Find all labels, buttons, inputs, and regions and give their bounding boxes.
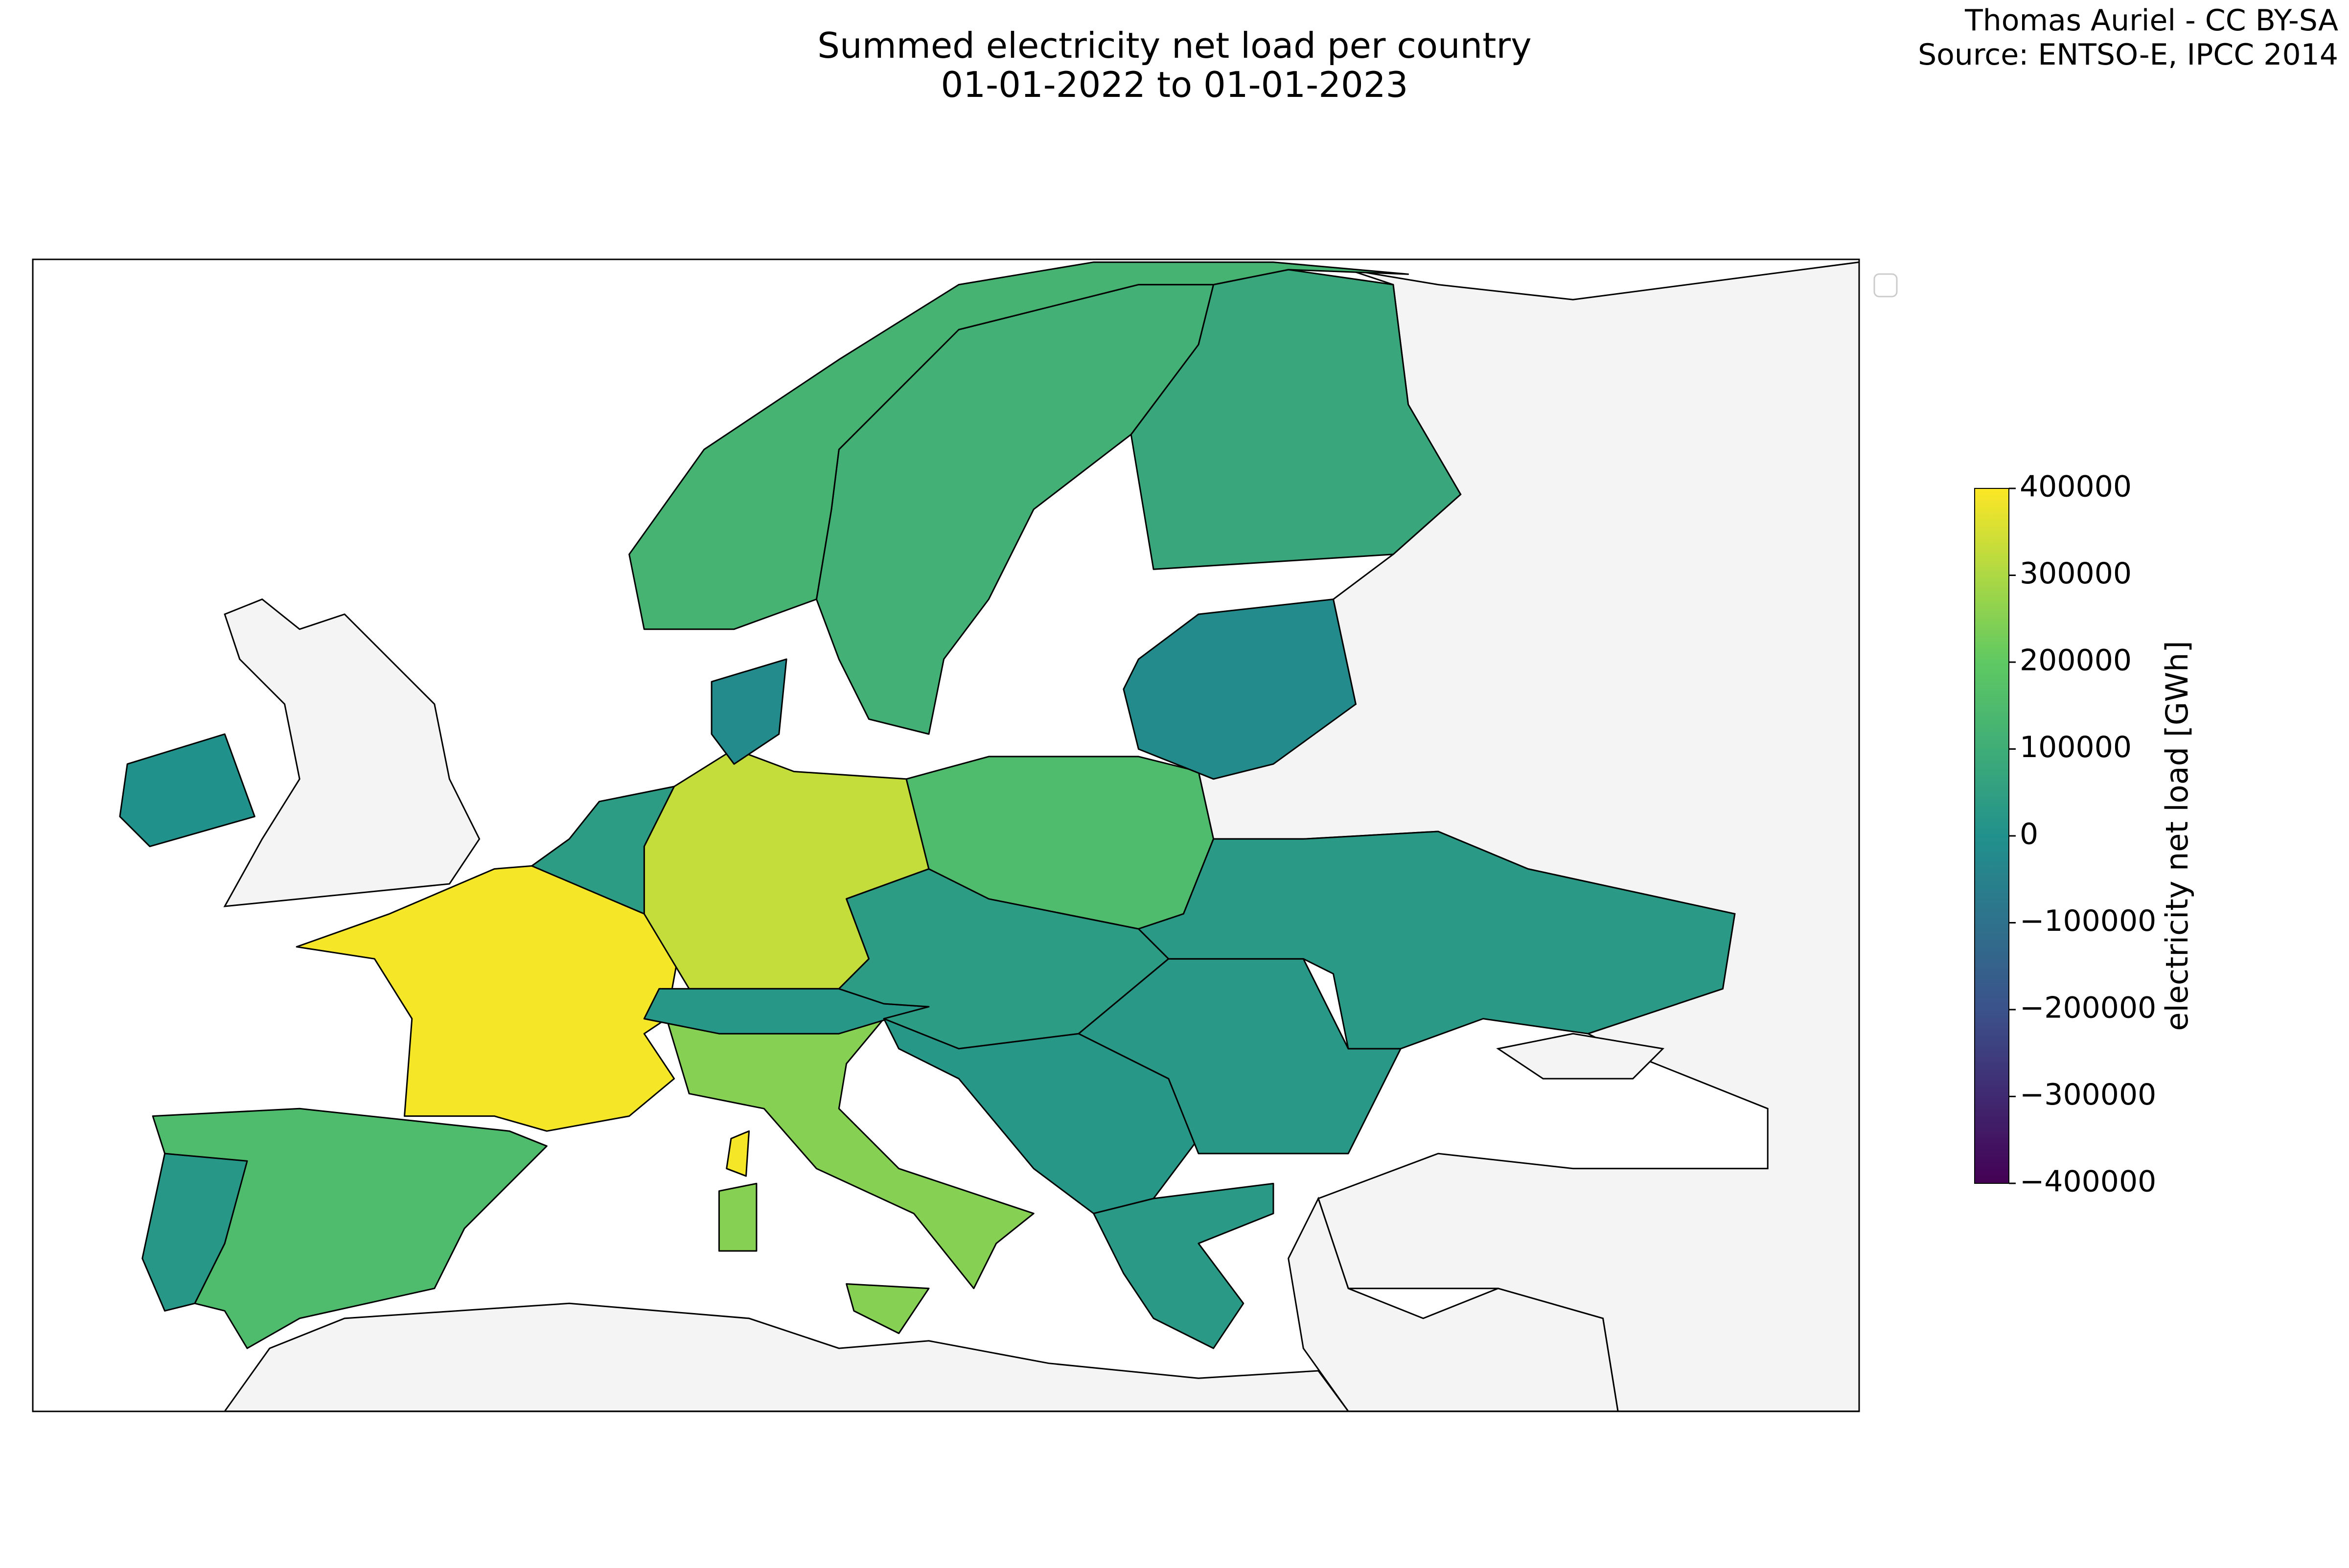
country — [718, 1182, 758, 1252]
country — [1093, 1182, 1274, 1349]
colorbar-label: electricity net load [GWh] — [2159, 641, 2195, 1031]
colorbar-ticks: −400000 −300000 −200000 −100000 0 100000 20000… — [2009, 470, 2156, 1199]
colorbar-tick-label: −100000 — [2020, 904, 2156, 938]
colorbar-tick-label: 100000 — [2020, 730, 2132, 764]
country — [711, 658, 787, 765]
country — [726, 1130, 750, 1177]
country — [1138, 830, 1736, 1050]
non-data-land — [223, 598, 481, 907]
country — [531, 785, 675, 915]
country — [141, 1153, 248, 1312]
colorbar-tick-label: 300000 — [2020, 556, 2132, 591]
colorbar-tick-label: −400000 — [2020, 1165, 2156, 1199]
legend-box — [1873, 273, 1898, 298]
colorbar — [1974, 488, 2009, 1184]
country — [846, 1283, 930, 1334]
colorbar-tick-label: −200000 — [2020, 991, 2156, 1025]
colorbar-tick-label: 0 — [2020, 817, 2038, 852]
map-frame — [32, 258, 1860, 1412]
map-area — [119, 261, 1859, 1411]
non-data-land — [1496, 1033, 1665, 1080]
credit: Source: ENTSO-E, IPCC 2014 — [1918, 38, 2338, 72]
country — [1123, 599, 1357, 780]
country — [119, 733, 255, 848]
credit: Thomas Auriel - CC BY-SA — [1964, 3, 2338, 38]
country — [296, 865, 683, 1132]
map-title: Summed electricity net load per country — [817, 25, 1531, 66]
colorbar-tick-label: 400000 — [2020, 470, 2132, 504]
colorbar-tick-label: −300000 — [2020, 1078, 2156, 1112]
colorbar-tick-label: 200000 — [2020, 644, 2132, 678]
non-data-land — [1288, 1197, 1619, 1411]
map-subtitle: 01-01-2022 to 01-01-2023 — [941, 64, 1408, 105]
country — [628, 261, 1409, 630]
